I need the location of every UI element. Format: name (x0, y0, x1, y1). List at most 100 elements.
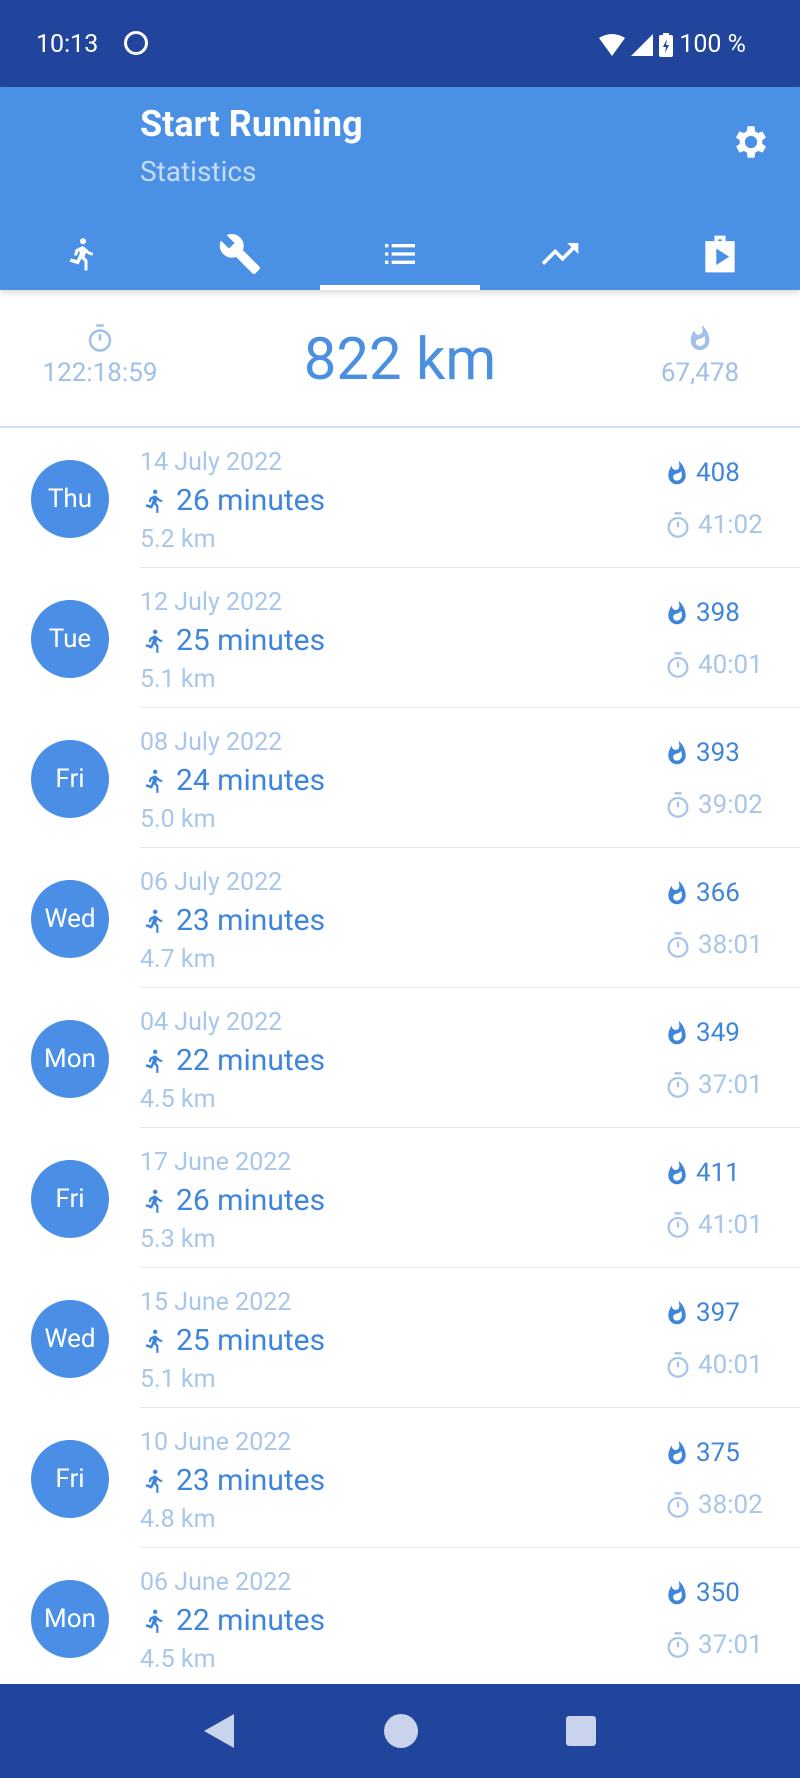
total-calories: 67,478 (620, 322, 780, 388)
flame-icon (690, 324, 710, 351)
back-icon[interactable] (204, 1714, 236, 1748)
run-minutes: 25 minutes (140, 623, 325, 658)
tab-run[interactable] (0, 217, 160, 290)
run-date: 14 July 2022 (140, 448, 283, 477)
settings-gear-icon[interactable] (730, 121, 772, 163)
run-calories-value: 408 (696, 458, 740, 488)
stopwatch-icon (667, 652, 689, 678)
run-list: Thu 14 July 2022 26 minutes 5.2 km 408 4… (0, 428, 800, 1688)
run-distance: 4.7 km (140, 945, 216, 974)
run-date: 17 June 2022 (140, 1148, 292, 1177)
recents-icon[interactable] (566, 1716, 596, 1746)
run-list-item[interactable]: Mon 06 June 2022 22 minutes 4.5 km 350 3… (0, 1548, 800, 1688)
run-calories: 398 (664, 598, 740, 628)
run-distance: 5.3 km (140, 1225, 216, 1254)
summary-panel: 122:18:59 822 km 67,478 (0, 290, 800, 428)
run-duration-value: 37:01 (698, 1070, 763, 1100)
weekday-avatar: Mon (31, 1580, 109, 1658)
signal-icon (631, 33, 654, 56)
tab-statistics-list[interactable] (320, 217, 480, 290)
run-minutes: 26 minutes (140, 483, 325, 518)
run-duration: 40:01 (664, 1350, 763, 1380)
run-distance: 5.1 km (140, 665, 216, 694)
weekday-avatar: Tue (31, 600, 109, 678)
run-calories-value: 397 (696, 1298, 740, 1328)
play-bag-icon (705, 235, 735, 272)
run-duration-value: 38:02 (698, 1490, 763, 1520)
stopwatch-icon (667, 792, 689, 818)
run-duration: 40:01 (664, 650, 763, 680)
flame-icon (668, 880, 686, 905)
tab-play-store[interactable] (640, 217, 800, 290)
run-minutes-value: 25 minutes (176, 623, 326, 658)
status-bar: 10:13 100 % (0, 0, 800, 87)
run-calories-value: 349 (696, 1018, 740, 1048)
run-distance: 5.2 km (140, 525, 216, 554)
run-distance: 5.0 km (140, 805, 216, 834)
stopwatch-icon (667, 1352, 689, 1378)
run-list-item[interactable]: Wed 15 June 2022 25 minutes 5.1 km 397 4… (0, 1268, 800, 1408)
stopwatch-icon (667, 1212, 689, 1238)
clock: 10:13 (36, 30, 99, 59)
flame-icon (668, 460, 686, 485)
run-date: 10 June 2022 (140, 1428, 292, 1457)
run-calories-value: 350 (696, 1578, 740, 1608)
run-calories: 350 (664, 1578, 740, 1608)
weekday-avatar: Thu (31, 460, 109, 538)
run-date: 06 June 2022 (140, 1568, 292, 1597)
run-list-item[interactable]: Fri 08 July 2022 24 minutes 5.0 km 393 3… (0, 708, 800, 848)
stopwatch-icon (667, 512, 689, 538)
run-date: 06 July 2022 (140, 868, 283, 897)
run-duration-value: 39:02 (698, 790, 763, 820)
run-calories-value: 375 (696, 1438, 740, 1468)
run-duration: 37:01 (664, 1070, 763, 1100)
run-minutes-value: 26 minutes (176, 1183, 326, 1218)
run-minutes: 24 minutes (140, 763, 325, 798)
run-calories: 411 (664, 1158, 740, 1188)
run-duration: 41:01 (664, 1210, 763, 1240)
run-calories: 349 (664, 1018, 740, 1048)
run-list-item[interactable]: Thu 14 July 2022 26 minutes 5.2 km 408 4… (0, 428, 800, 568)
run-icon (69, 237, 93, 270)
navigation-bar (0, 1684, 800, 1778)
run-list-item[interactable]: Wed 06 July 2022 23 minutes 4.7 km 366 3… (0, 848, 800, 988)
trending-up-icon (541, 242, 579, 265)
run-minutes-value: 25 minutes (176, 1323, 326, 1358)
weekday-avatar: Wed (31, 880, 109, 958)
list-icon (385, 243, 415, 264)
run-list-item[interactable]: Mon 04 July 2022 22 minutes 4.5 km 349 3… (0, 988, 800, 1128)
run-minutes-value: 22 minutes (176, 1043, 326, 1078)
weekday-avatar: Fri (31, 1440, 109, 1518)
notification-icon (124, 31, 148, 55)
flame-icon (668, 1300, 686, 1325)
run-list-item[interactable]: Tue 12 July 2022 25 minutes 5.1 km 398 4… (0, 568, 800, 708)
flame-icon (668, 1440, 686, 1465)
run-date: 04 July 2022 (140, 1008, 283, 1037)
run-minutes: 22 minutes (140, 1603, 325, 1638)
run-duration-value: 40:01 (698, 1350, 763, 1380)
run-minutes-value: 22 minutes (176, 1603, 326, 1638)
page-subtitle: Statistics (140, 155, 257, 188)
total-calories-value: 67,478 (660, 358, 740, 388)
run-minutes: 25 minutes (140, 1323, 325, 1358)
stopwatch-icon (667, 1072, 689, 1098)
run-minutes-value: 24 minutes (176, 763, 326, 798)
home-icon[interactable] (384, 1714, 418, 1748)
run-minutes-value: 23 minutes (176, 903, 326, 938)
weekday-avatar: Fri (31, 1160, 109, 1238)
run-distance: 4.5 km (140, 1085, 216, 1114)
run-icon (145, 909, 163, 933)
run-list-item[interactable]: Fri 17 June 2022 26 minutes 5.3 km 411 4… (0, 1128, 800, 1268)
tab-trends[interactable] (480, 217, 640, 290)
run-duration: 39:02 (664, 790, 763, 820)
run-icon (145, 489, 163, 513)
run-list-item[interactable]: Fri 10 June 2022 23 minutes 4.8 km 375 3… (0, 1408, 800, 1548)
run-duration: 38:02 (664, 1490, 763, 1520)
app-bar: Start Running Statistics (0, 87, 800, 290)
tab-tools[interactable] (160, 217, 320, 290)
run-duration-value: 41:01 (698, 1210, 763, 1240)
run-minutes: 23 minutes (140, 903, 325, 938)
run-distance: 4.8 km (140, 1505, 216, 1534)
run-icon (145, 1329, 163, 1353)
run-minutes-value: 23 minutes (176, 1463, 326, 1498)
